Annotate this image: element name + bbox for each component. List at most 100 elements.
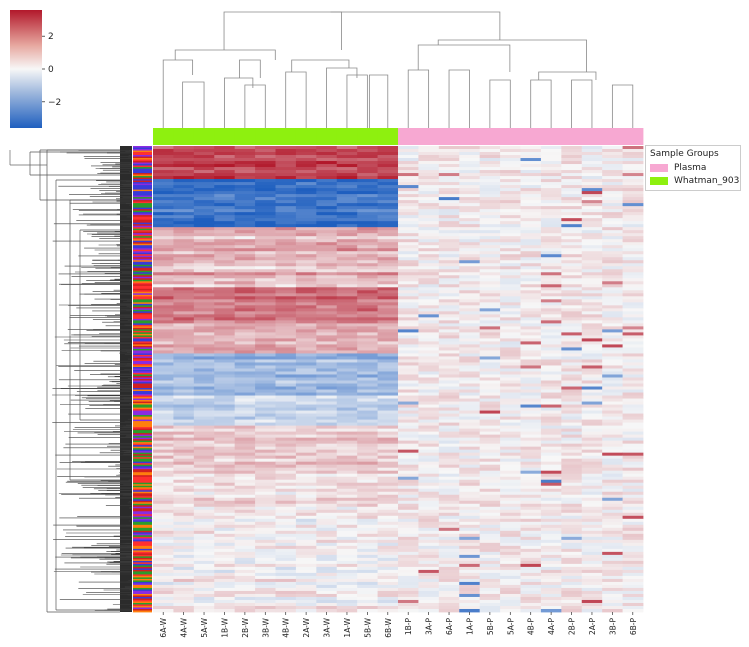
heatmap-cell (275, 173, 297, 177)
heatmap-cell (336, 146, 358, 150)
heatmap-cell (336, 362, 358, 366)
heatmap-cell (234, 530, 256, 535)
heatmap-cell (520, 290, 542, 294)
heatmap-cell (520, 437, 542, 442)
heatmap-cell (540, 302, 562, 306)
heatmap-cell (173, 302, 195, 306)
heatmap-cell (357, 185, 378, 189)
heatmap-cell (153, 542, 174, 547)
heatmap-cell (540, 329, 562, 333)
heatmap-cell (153, 302, 174, 306)
heatmap-cell (173, 305, 195, 309)
heatmap-cell (193, 581, 215, 586)
heatmap-cell (500, 353, 521, 357)
heatmap-cell (438, 350, 460, 354)
heatmap-cell (438, 359, 460, 363)
heatmap-cell (153, 350, 174, 354)
heatmap-cell (255, 209, 276, 213)
heatmap-cell (234, 224, 256, 228)
heatmap-cell (520, 605, 542, 610)
heatmap-cell (193, 410, 215, 414)
heatmap-cell (602, 332, 623, 336)
heatmap-cell (295, 602, 317, 607)
heatmap-cell (295, 413, 317, 417)
heatmap-cell (336, 467, 358, 472)
heatmap-cell (275, 590, 297, 595)
heatmap-cell (438, 398, 460, 402)
heatmap-cell (234, 326, 256, 330)
heatmap-cell (295, 407, 317, 411)
heatmap-cell (214, 464, 236, 469)
heatmap-cell (193, 539, 215, 544)
heatmap-cell (173, 299, 195, 303)
heatmap-cell (153, 410, 174, 414)
heatmap-cell (275, 500, 297, 505)
heatmap-cell (173, 542, 195, 547)
heatmap-cell (255, 563, 276, 568)
heatmap-cell (438, 356, 460, 360)
heatmap-cell (398, 239, 419, 243)
heatmap-cell (173, 554, 195, 559)
heatmap-cell (520, 215, 542, 219)
heatmap-cell (418, 470, 440, 475)
heatmap-cell (377, 320, 399, 324)
row-color-cell (133, 427, 152, 429)
heatmap-cell (255, 356, 276, 360)
column-label: 2A-P (588, 618, 597, 635)
heatmap-cell (173, 584, 195, 589)
heatmap-cell (581, 356, 603, 360)
heatmap-cell (520, 320, 542, 324)
heatmap-cell (173, 173, 195, 177)
heatmap-cell (275, 248, 297, 252)
heatmap-cell (540, 437, 562, 442)
heatmap-cell (438, 224, 460, 228)
heatmap-cell (193, 368, 215, 372)
heatmap-cell (153, 566, 174, 571)
heatmap-cell (398, 161, 419, 165)
heatmap-cell (479, 341, 501, 345)
heatmap-cell (561, 170, 583, 174)
heatmap-cell (234, 389, 256, 393)
heatmap-cell (398, 536, 419, 541)
heatmap-cell (398, 242, 419, 246)
heatmap-cell (193, 536, 215, 541)
heatmap-cell (540, 179, 562, 183)
heatmap-cell (438, 428, 460, 433)
heatmap-cell (336, 458, 358, 463)
heatmap-cell (459, 269, 481, 273)
heatmap-cell (479, 431, 501, 436)
heatmap-cell (398, 527, 419, 532)
heatmap-cell (398, 329, 419, 333)
heatmap-cell (398, 461, 419, 466)
heatmap-cell (459, 557, 481, 562)
heatmap-cell (540, 569, 562, 574)
heatmap-cell (234, 152, 256, 156)
heatmap-cell (255, 392, 276, 396)
heatmap-cell (438, 566, 460, 571)
heatmap-cell (377, 392, 399, 396)
heatmap-cell (214, 530, 236, 535)
heatmap-cell (214, 437, 236, 442)
heatmap-cell (173, 239, 195, 243)
row-color-cell (133, 569, 152, 572)
heatmap-cell (398, 515, 419, 520)
heatmap-cell (459, 332, 481, 336)
column-label: 1A-W (343, 617, 352, 637)
heatmap-cell (336, 578, 358, 583)
heatmap-cell (295, 275, 317, 279)
heatmap-cell (173, 149, 195, 153)
row-color-cell (133, 547, 152, 550)
heatmap-cell (193, 353, 215, 357)
colorbar: 20−2 (10, 10, 61, 128)
heatmap-cell (275, 323, 297, 327)
heatmap-cell (316, 167, 338, 171)
row-color-cell (133, 177, 152, 180)
heatmap-cell (214, 608, 236, 613)
heatmap-cell (540, 209, 562, 213)
heatmap-cell (500, 206, 521, 210)
heatmap-cell (357, 527, 378, 532)
heatmap-cell (540, 395, 562, 399)
heatmap-cell (275, 230, 297, 234)
heatmap-cell (316, 233, 338, 237)
heatmap-cell (622, 353, 644, 357)
